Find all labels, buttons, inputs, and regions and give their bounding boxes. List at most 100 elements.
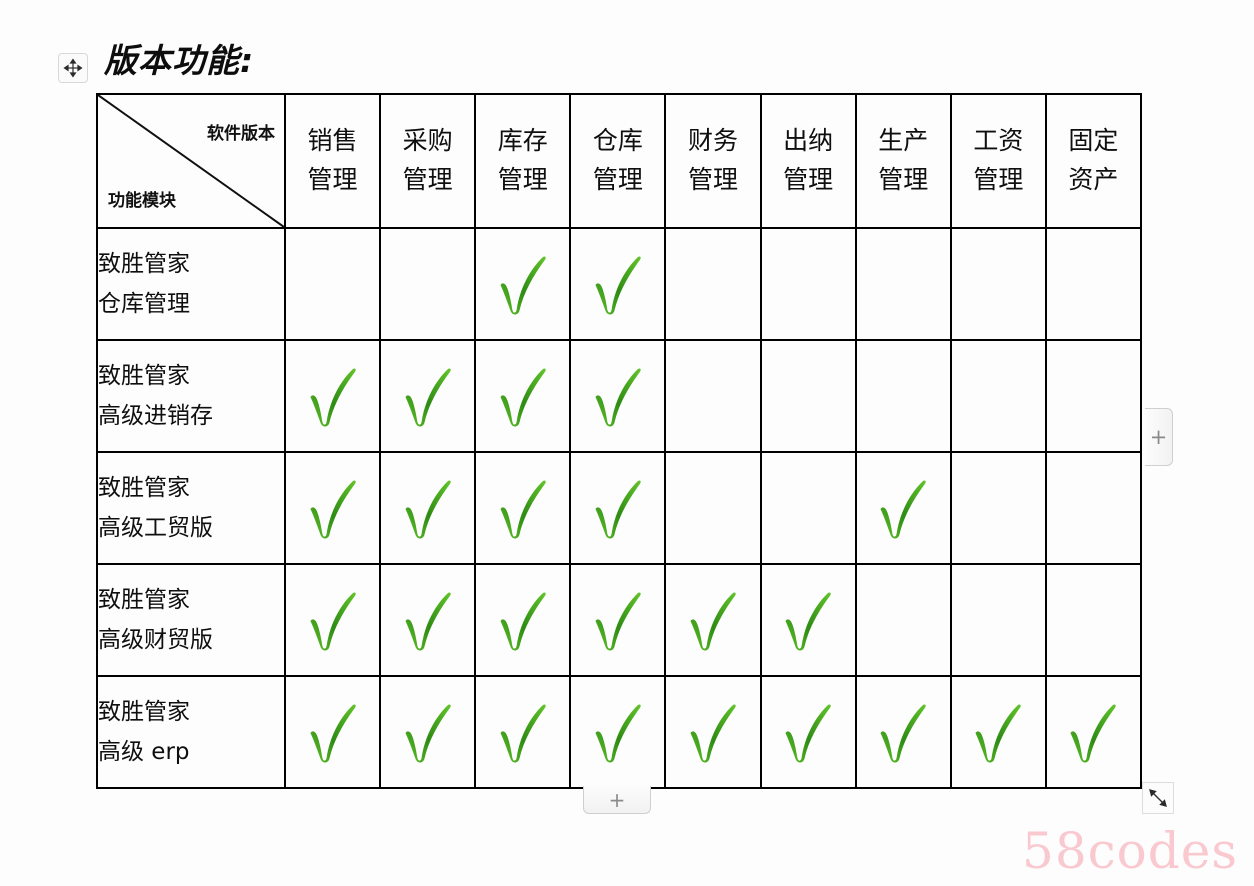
matrix-cell[interactable] xyxy=(569,563,667,677)
matrix-cell[interactable] xyxy=(283,339,382,453)
add-column-button[interactable]: + xyxy=(1145,408,1173,466)
matrix-cell[interactable] xyxy=(949,339,1047,453)
matrix-cell[interactable] xyxy=(854,339,952,453)
matrix-cell[interactable] xyxy=(1044,227,1143,341)
row-header-cell: 致胜管家 高级进销存 xyxy=(96,339,286,453)
move-handle[interactable] xyxy=(58,53,88,83)
add-row-button[interactable]: + xyxy=(583,786,651,814)
matrix-cell[interactable] xyxy=(474,339,572,453)
matrix-cell[interactable] xyxy=(1044,675,1143,789)
column-header-line2: 管理 xyxy=(687,165,738,194)
row-header-line2: 高级 erp xyxy=(98,739,190,765)
row-header-line2: 仓库管理 xyxy=(98,291,190,317)
matrix-cell[interactable] xyxy=(854,451,952,565)
row-header-cell: 致胜管家 高级工贸版 xyxy=(96,451,286,565)
column-header-line2: 管理 xyxy=(592,165,643,194)
matrix-cell[interactable] xyxy=(474,451,572,565)
matrix-cell[interactable] xyxy=(854,675,952,789)
row-header-line1: 致胜管家 xyxy=(98,698,190,725)
column-header-line1: 销售 xyxy=(307,126,358,156)
check-icon xyxy=(595,480,641,539)
resize-handle[interactable] xyxy=(1142,782,1174,814)
matrix-cell[interactable] xyxy=(759,339,857,453)
table-row: 致胜管家高级 erp xyxy=(96,675,1143,789)
matrix-cell[interactable] xyxy=(949,227,1047,341)
matrix-cell[interactable] xyxy=(379,227,477,341)
column-header-purchase: 采购 管理 xyxy=(379,93,477,229)
column-header-finance: 财务 管理 xyxy=(664,93,762,229)
check-icon xyxy=(1070,704,1117,763)
matrix-cell[interactable] xyxy=(664,339,762,453)
column-header-sales: 销售 管理 xyxy=(283,93,382,229)
column-header-line2: 管理 xyxy=(402,165,453,194)
row-header-line2: 高级工贸版 xyxy=(98,515,213,541)
matrix-cell[interactable] xyxy=(474,675,572,789)
matrix-cell[interactable] xyxy=(664,227,762,341)
matrix-cell[interactable] xyxy=(474,227,572,341)
matrix-cell[interactable] xyxy=(759,563,857,677)
matrix-cell[interactable] xyxy=(854,563,952,677)
table-row: 致胜管家 高级工贸版 xyxy=(96,451,1143,565)
corner-module-label: 功能模块 xyxy=(108,191,176,211)
check-icon xyxy=(880,480,926,539)
row-header-cell: 致胜管家 高级财贸版 xyxy=(96,563,286,677)
matrix-cell[interactable] xyxy=(569,451,667,565)
matrix-cell[interactable] xyxy=(664,451,762,565)
matrix-cell[interactable] xyxy=(379,339,477,453)
column-header-line2: 资产 xyxy=(1068,165,1119,194)
check-icon xyxy=(310,480,356,539)
matrix-cell[interactable] xyxy=(569,675,667,789)
corner-version-label: 软件版本 xyxy=(207,124,275,144)
page-title: 版本功能: xyxy=(104,41,255,80)
table-row: 致胜管家 仓库管理 xyxy=(96,227,1143,341)
row-header-line1: 致胜管家 xyxy=(98,474,190,501)
row-header-line2: 高级进销存 xyxy=(98,403,213,429)
table-row: 致胜管家 高级进销存 xyxy=(96,339,1143,453)
check-icon xyxy=(310,592,356,651)
matrix-cell[interactable] xyxy=(283,227,382,341)
matrix-cell[interactable] xyxy=(1044,339,1143,453)
column-header-line2: 管理 xyxy=(973,165,1024,194)
matrix-cell[interactable] xyxy=(759,227,857,341)
column-header-line1: 仓库 xyxy=(592,126,643,156)
matrix-cell[interactable] xyxy=(1044,563,1143,677)
check-icon xyxy=(690,704,736,763)
column-header-fixed-assets: 固定 资产 xyxy=(1044,93,1143,229)
matrix-cell[interactable] xyxy=(1044,451,1143,565)
matrix-cell[interactable] xyxy=(283,675,382,789)
check-icon xyxy=(405,368,451,427)
column-header-line1: 固定 xyxy=(1068,126,1119,156)
check-icon xyxy=(405,704,451,763)
column-header-payroll: 工资 管理 xyxy=(949,93,1047,229)
matrix-cell[interactable] xyxy=(379,451,477,565)
matrix-cell[interactable] xyxy=(283,451,382,565)
matrix-cell[interactable] xyxy=(569,339,667,453)
check-icon xyxy=(690,592,736,651)
table-header-row: 软件版本 功能模块 销售 管理 采购 管理 库存 管理 仓库 管理 xyxy=(96,93,1143,229)
column-header-line2: 管理 xyxy=(307,165,358,194)
matrix-cell[interactable] xyxy=(379,675,477,789)
matrix-cell[interactable] xyxy=(283,563,382,677)
check-icon xyxy=(310,368,356,427)
matrix-cell[interactable] xyxy=(949,675,1047,789)
matrix-cell[interactable] xyxy=(949,451,1047,565)
matrix-cell[interactable] xyxy=(379,563,477,677)
column-header-line2: 管理 xyxy=(878,165,929,194)
matrix-cell[interactable] xyxy=(664,675,762,789)
matrix-cell[interactable] xyxy=(664,563,762,677)
column-header-line1: 库存 xyxy=(497,126,548,156)
matrix-cell[interactable] xyxy=(759,451,857,565)
check-icon xyxy=(405,480,451,539)
row-header-cell: 致胜管家 仓库管理 xyxy=(96,227,286,341)
matrix-cell[interactable] xyxy=(474,563,572,677)
matrix-cell[interactable] xyxy=(854,227,952,341)
column-header-line1: 采购 xyxy=(402,126,453,156)
matrix-cell[interactable] xyxy=(949,563,1047,677)
check-icon xyxy=(785,592,831,651)
feature-matrix-table: 软件版本 功能模块 销售 管理 采购 管理 库存 管理 仓库 管理 xyxy=(96,93,1143,789)
column-header-line1: 出纳 xyxy=(783,126,834,156)
matrix-cell[interactable] xyxy=(569,227,667,341)
matrix-cell[interactable] xyxy=(759,675,857,789)
row-header-line1: 致胜管家 xyxy=(98,586,190,613)
check-icon xyxy=(500,704,546,763)
